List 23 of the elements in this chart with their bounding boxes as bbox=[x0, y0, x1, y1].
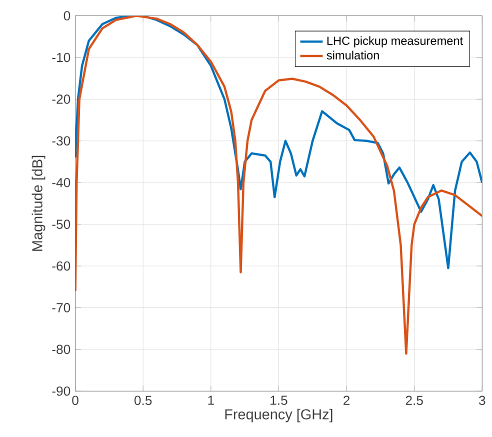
y-tick-label: 0 bbox=[64, 10, 70, 20]
x-tick-label: 0 bbox=[72, 396, 78, 405]
y-tick-label: -80 bbox=[52, 344, 70, 354]
legend-label: simulation bbox=[326, 50, 379, 60]
y-tick-label: -70 bbox=[52, 302, 70, 312]
x-tick-label: 3 bbox=[478, 396, 486, 405]
legend-label: LHC pickup measurement bbox=[327, 36, 463, 48]
y-axis-title: Magnitude [dB] bbox=[32, 156, 46, 251]
y-tick-label: -30 bbox=[52, 136, 70, 146]
x-tick-label: 1.5 bbox=[270, 396, 288, 405]
y-tick-label: -20 bbox=[52, 94, 70, 104]
x-axis-title: Frequency [GHz] bbox=[225, 408, 332, 422]
y-tick-label: -50 bbox=[52, 219, 70, 229]
y-tick-label: -60 bbox=[52, 261, 70, 270]
x-tick-label: 1 bbox=[208, 396, 214, 405]
y-tick-label: -90 bbox=[52, 386, 70, 396]
y-tick-label: -10 bbox=[52, 52, 70, 62]
x-tick-label: 0.5 bbox=[134, 396, 152, 405]
x-tick-label: 2 bbox=[344, 396, 350, 405]
x-tick-label: 2.5 bbox=[406, 396, 423, 405]
line-series bbox=[75, 16, 482, 269]
line-series bbox=[75, 16, 482, 354]
y-tick-label: -40 bbox=[52, 178, 70, 188]
